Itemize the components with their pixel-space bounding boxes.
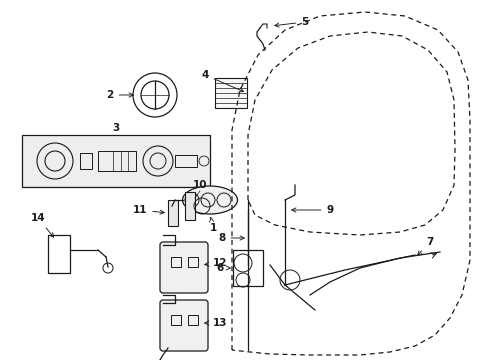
Text: 8: 8 <box>218 233 244 243</box>
Text: 7: 7 <box>417 237 433 255</box>
Bar <box>22 135 209 187</box>
Bar <box>171 257 181 267</box>
Text: 9: 9 <box>291 205 333 215</box>
Text: 5: 5 <box>274 17 308 27</box>
Text: 4: 4 <box>201 70 243 92</box>
FancyBboxPatch shape <box>160 242 207 293</box>
Bar <box>175 155 197 167</box>
Bar <box>48 235 70 273</box>
Bar <box>184 192 195 220</box>
Bar <box>232 250 263 286</box>
FancyBboxPatch shape <box>160 300 207 351</box>
Bar <box>215 78 246 108</box>
Bar <box>98 151 136 171</box>
Bar <box>80 153 92 169</box>
Bar <box>171 315 181 325</box>
Text: 12: 12 <box>204 258 227 268</box>
Text: 2: 2 <box>106 90 133 100</box>
Text: 6: 6 <box>216 263 230 273</box>
Bar <box>187 315 198 325</box>
Text: 14: 14 <box>31 213 54 237</box>
Text: 11: 11 <box>132 205 164 215</box>
Bar <box>168 200 178 226</box>
Text: 1: 1 <box>209 217 216 233</box>
Ellipse shape <box>182 186 237 214</box>
Bar <box>187 257 198 267</box>
Text: 10: 10 <box>192 180 207 190</box>
Text: 3: 3 <box>112 123 120 133</box>
Text: 13: 13 <box>204 318 227 328</box>
